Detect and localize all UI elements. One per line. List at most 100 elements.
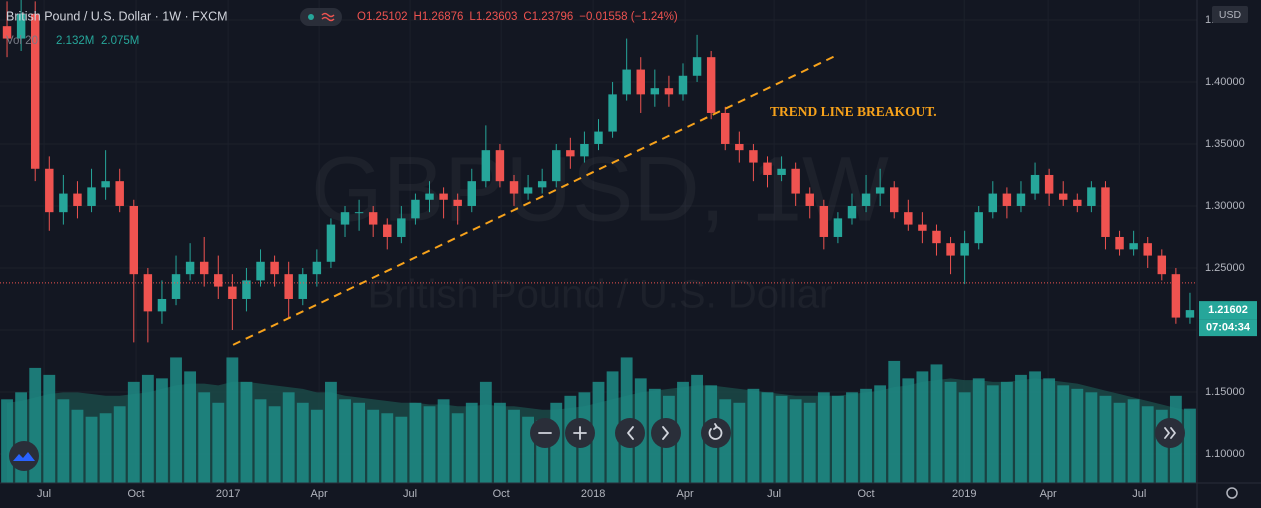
candle-body [960, 243, 969, 256]
candle-body [890, 187, 899, 213]
candle-body [636, 69, 645, 95]
candle-body [383, 224, 392, 237]
candle-body [946, 243, 955, 256]
candle-body [594, 131, 603, 144]
volume-bar [127, 381, 140, 483]
volume-bar [691, 374, 703, 483]
ohlc-value: 1.23796 [532, 11, 574, 23]
candle-body [1030, 174, 1040, 194]
volume-bar [1015, 374, 1027, 483]
scroll-to-end-button[interactable] [1155, 418, 1185, 448]
candle-body [523, 187, 533, 194]
candle-body [425, 193, 434, 200]
candle-body [129, 205, 139, 275]
volume-bar [1000, 381, 1013, 483]
plot-layer [0, 0, 1197, 346]
y-tick-label: 1.35000 [1205, 138, 1245, 150]
candle-body [1129, 243, 1138, 250]
candle-body [692, 57, 702, 76]
x-tick-label: Jul [1132, 488, 1146, 500]
candle-body [1058, 193, 1068, 200]
y-tick-label: 1.40000 [1205, 76, 1245, 88]
volume-bar [1113, 402, 1126, 483]
volume-bar [254, 399, 267, 483]
candle-body [171, 274, 181, 299]
candle-body [45, 168, 54, 213]
volume-bar [423, 406, 436, 483]
watermark-description: British Pound / U.S. Dollar [368, 273, 833, 317]
candle-body [974, 212, 983, 244]
candle-body [932, 230, 941, 244]
volume-bar [1085, 392, 1098, 483]
volume-bar [198, 392, 211, 483]
settings-button[interactable] [1226, 487, 1238, 499]
volume-bar [367, 409, 380, 483]
candle-body [312, 261, 322, 275]
candle-body [678, 75, 688, 95]
volume-bar [874, 385, 887, 483]
axis-labels: 1.100001.150001.200001.250001.300001.350… [37, 14, 1257, 500]
volume-bar [1071, 388, 1084, 483]
ohlc-value: 1.25102 [366, 11, 408, 23]
candle-body [509, 181, 519, 194]
x-tick-label: Oct [858, 488, 875, 500]
candle-body [763, 162, 772, 175]
x-tick-label: Jul [37, 488, 51, 500]
volume-bar [339, 399, 351, 483]
currency-label[interactable]: USD [1219, 9, 1242, 21]
x-tick-label: Oct [493, 488, 510, 500]
last-price-badge [1199, 301, 1257, 320]
volume-bar [212, 402, 225, 483]
scroll-right-button[interactable] [651, 418, 681, 448]
candle-body [1157, 255, 1167, 275]
candle-body [185, 261, 195, 275]
status-icons [300, 8, 342, 26]
x-tick-label: Oct [127, 488, 144, 500]
zoom-in-icon [573, 426, 587, 440]
logo-button[interactable] [9, 441, 39, 471]
candle-body [1185, 310, 1195, 318]
volume-bar [803, 402, 816, 483]
candle-body [30, 13, 40, 169]
candle-body [284, 274, 293, 299]
scroll-left-button[interactable] [615, 418, 645, 448]
candle-body [1143, 243, 1152, 256]
countdown-label: 07:04:34 [1206, 322, 1251, 334]
candle-body [354, 212, 364, 214]
reset-button[interactable] [701, 418, 731, 448]
volume-bar [29, 367, 42, 483]
scroll-left-icon [627, 426, 634, 440]
candle-body [214, 274, 223, 287]
candle-body [87, 187, 96, 206]
volume-bar [1029, 371, 1041, 483]
candle-body [819, 205, 829, 237]
volume-bar [775, 395, 788, 483]
candle-body [777, 168, 786, 175]
candle-body [735, 143, 744, 151]
volume-bar [733, 402, 746, 483]
currency-badge[interactable] [1212, 6, 1248, 23]
ohlc-key: H [414, 11, 422, 23]
candle-body [875, 187, 885, 194]
volume-bar [310, 409, 323, 483]
scroll-to-end-icon [1164, 427, 1176, 439]
volume-bar [1, 399, 13, 483]
volume-bar [606, 371, 619, 483]
volume-bar [282, 392, 295, 483]
volume-bar [479, 381, 492, 483]
x-tick-label: Apr [1040, 488, 1057, 500]
candle-body [157, 298, 167, 312]
volume-bar [958, 392, 971, 483]
volume-bar [986, 385, 999, 483]
volume-bar [409, 402, 422, 483]
candle-body [453, 199, 462, 206]
change-value: −0.01558 (−1.24%) [579, 11, 678, 23]
volume-bar [296, 402, 309, 483]
market-status-dot [308, 14, 314, 20]
candle-body [326, 224, 336, 262]
volume-bar [677, 381, 689, 483]
x-tick-label: 2018 [581, 488, 605, 500]
candle-body [706, 57, 716, 113]
symbol-title: British Pound / U.S. Dollar · 1W · FXCM [6, 9, 228, 23]
